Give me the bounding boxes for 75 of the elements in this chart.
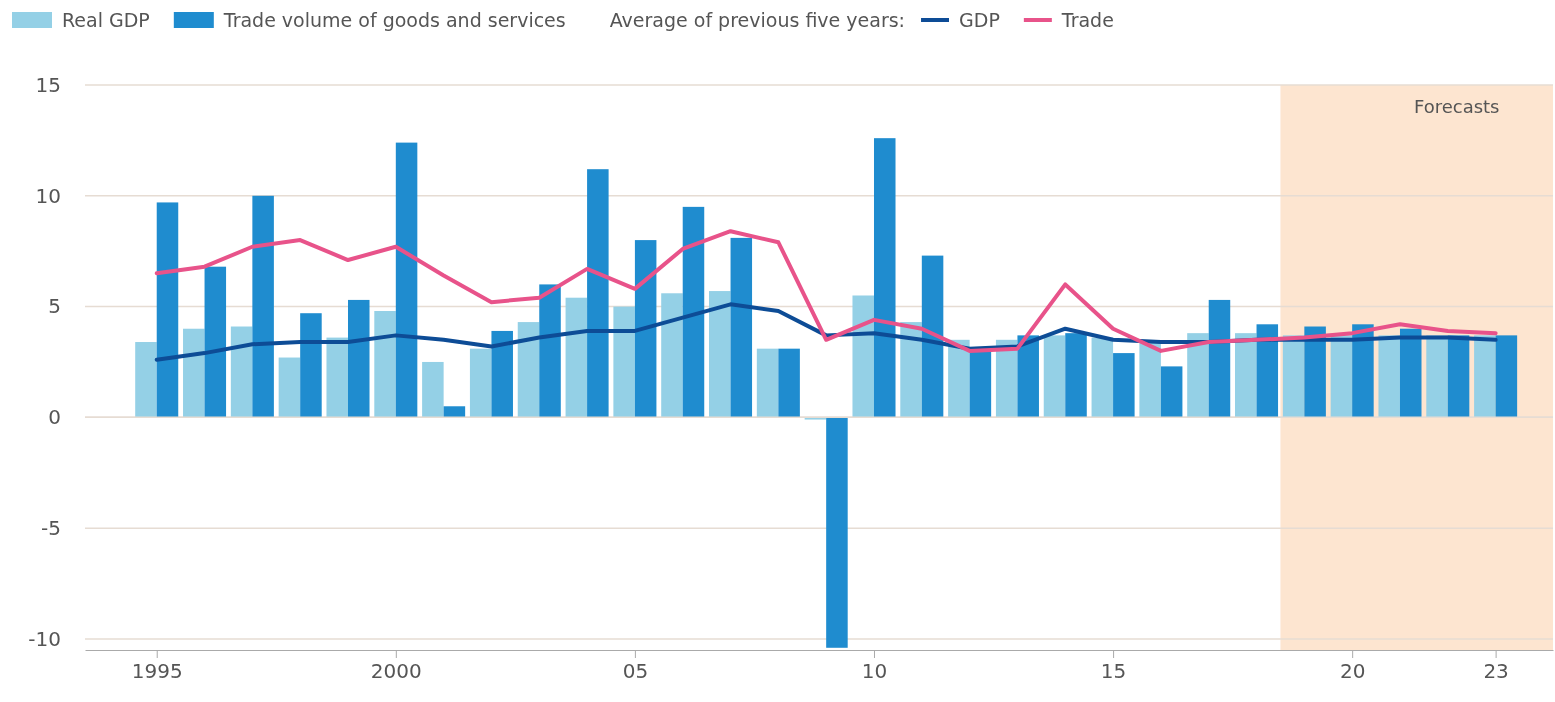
line-series [154,229,1498,353]
bar [565,297,588,418]
bar [1091,337,1114,418]
x-tick-label: 20 [1339,659,1366,684]
band-label: Forecasts [1413,96,1500,117]
bar [1399,328,1422,418]
bar [1235,333,1257,418]
legend-label: Real GDP [62,9,150,31]
bar [395,142,418,418]
bar [1495,335,1518,418]
bar [1426,335,1448,418]
bar [1378,335,1400,418]
bar [1256,324,1279,418]
bar [709,291,731,418]
legend-label: Trade volume of goods and services [222,9,566,31]
bar [183,328,205,418]
bar [756,348,779,418]
bar [374,311,396,418]
bar [1208,299,1231,418]
bar [517,322,540,418]
bar [1043,335,1066,418]
y-tick-label: 5 [48,294,61,319]
bar [278,357,301,418]
bar [682,206,705,418]
bar [778,348,800,418]
bar [300,313,322,418]
text: Average of previous five years: [609,9,906,31]
bar [613,306,635,418]
bar [587,169,609,418]
x-tick-label: 23 [1483,659,1509,684]
bar [1017,335,1039,418]
bar [135,342,157,418]
bar [634,240,657,418]
bar [230,326,253,418]
bar [422,361,444,418]
x-tick-label: 1995 [131,659,183,684]
bar [252,195,274,418]
bar [469,348,492,418]
bar [921,255,944,418]
bar [661,293,683,418]
y-tick-label: 10 [35,183,61,208]
y-tick-label: 15 [35,72,61,97]
bar [204,266,227,418]
bar [948,339,970,418]
y-tick-label: -5 [41,516,61,541]
bar [1447,335,1470,418]
bar [1187,333,1209,418]
bar [900,322,922,418]
bar [326,337,348,418]
bar [1474,335,1496,418]
legend-label: Trade [1060,9,1114,31]
y-tick-label: 0 [48,405,61,430]
x-tick-label: 2000 [370,659,422,684]
bar [539,284,561,418]
x-tick-label: 10 [861,659,888,684]
bar [1304,326,1326,418]
bar [1282,335,1305,418]
bar [443,406,466,418]
bar [852,295,874,418]
bar [491,330,513,418]
bar [1160,366,1183,418]
bar [826,417,848,648]
bar [348,299,370,418]
bar [873,138,896,418]
x-tick-label: 15 [1100,659,1127,684]
bar [1139,342,1161,418]
legend-label: GDP [959,9,1000,31]
bar [1352,324,1374,418]
bar [156,202,179,418]
x-tick-label: 05 [622,659,649,684]
bar [730,237,753,418]
bar [1113,353,1135,418]
y-tick-label: -10 [28,626,61,651]
bar [1065,333,1087,418]
bar [1330,335,1353,418]
